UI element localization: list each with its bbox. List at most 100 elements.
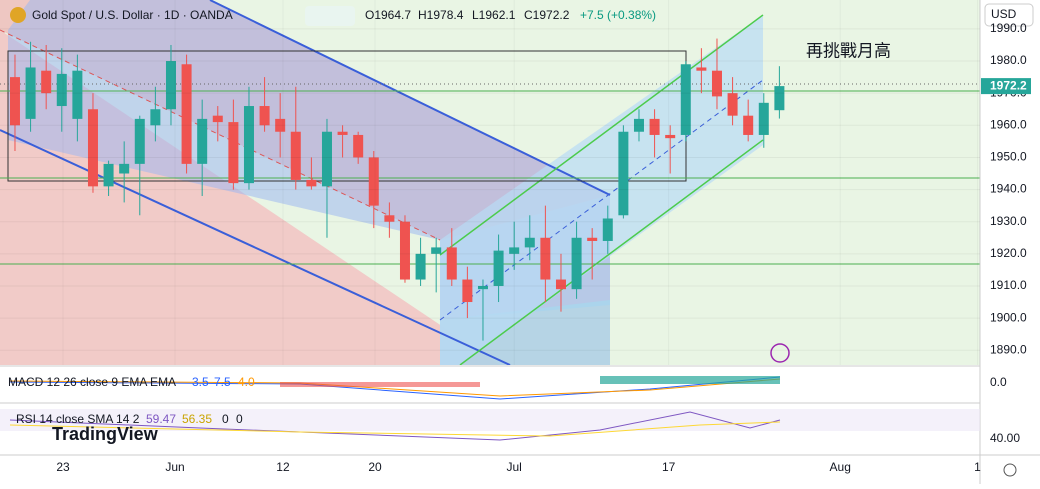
market-status[interactable] xyxy=(305,6,355,26)
macd-axis: 0.0 xyxy=(990,375,1007,389)
candle-body xyxy=(758,102,769,135)
y-tick-label: 1960.0 xyxy=(990,117,1027,131)
change: +7.5 (+0.38%) xyxy=(580,8,656,22)
candle-body xyxy=(555,279,566,290)
rsi-value: 59.47 xyxy=(146,412,176,426)
candle-body xyxy=(243,106,254,184)
candle-body xyxy=(275,118,286,132)
candle-body xyxy=(306,179,317,187)
alert-icon[interactable] xyxy=(770,343,790,363)
close: C1972.2 xyxy=(524,8,570,22)
rsi-value: 56.35 xyxy=(182,412,212,426)
macd-histogram xyxy=(280,382,480,387)
currency[interactable]: USD xyxy=(991,7,1017,21)
high: H1978.4 xyxy=(418,8,464,22)
macd-value: 7.5 xyxy=(214,375,231,389)
rsi-value: 0 xyxy=(222,412,229,426)
candle-body xyxy=(212,115,223,123)
candle-body xyxy=(602,218,613,241)
candle-body xyxy=(587,237,598,241)
candle-body xyxy=(774,86,785,111)
price-tag xyxy=(981,78,1031,95)
candle-body xyxy=(727,93,738,116)
candle-body xyxy=(41,70,52,94)
candle-body xyxy=(337,131,348,135)
symbol[interactable]: Gold Spot / U.S. Dollar · 1D · OANDA xyxy=(32,8,233,22)
x-tick-label: Jul xyxy=(507,460,522,474)
logo: TradingView xyxy=(52,424,159,444)
candle-body xyxy=(9,77,20,126)
x-tick-label: Jun xyxy=(165,460,184,474)
rsi-sma xyxy=(9,421,781,437)
rsi-line xyxy=(9,411,781,441)
y-tick-label: 1910.0 xyxy=(990,278,1027,292)
candle-body xyxy=(571,237,582,290)
candle-body xyxy=(72,70,83,119)
candle-body xyxy=(228,122,239,184)
candle-body xyxy=(368,157,379,206)
x-tick-label: 12 xyxy=(276,460,290,474)
candle-body xyxy=(197,118,208,164)
candle-body xyxy=(259,106,270,126)
candle-body xyxy=(134,118,145,164)
rsi-label: RSI 14 close SMA 14 2 xyxy=(16,412,140,426)
drawings xyxy=(0,0,980,365)
y-tick-label: 1940.0 xyxy=(990,182,1027,196)
candle-body xyxy=(25,67,36,119)
y-tick-label: 1900.0 xyxy=(990,310,1027,324)
candle-body xyxy=(680,64,691,135)
candle-body xyxy=(165,61,176,110)
y-tick-label: 1930.0 xyxy=(990,214,1027,228)
open: O1964.7 xyxy=(365,8,411,22)
candle-body xyxy=(56,73,67,107)
candle-body xyxy=(633,118,644,132)
candle-body xyxy=(711,70,722,97)
candle-body xyxy=(665,134,676,139)
macd-label: MACD 12 26 close 9 EMA EMA xyxy=(8,375,176,389)
candle-body xyxy=(649,118,660,135)
candle-body xyxy=(446,247,457,280)
signal-line xyxy=(9,378,781,397)
x-tick-label: Aug xyxy=(830,460,851,474)
candle-body xyxy=(477,285,488,290)
candle-body xyxy=(743,115,754,135)
y-tick-label: 1890.0 xyxy=(990,342,1027,356)
y-tick-label: 1980.0 xyxy=(990,53,1027,67)
channel-line xyxy=(439,14,764,256)
candle-body xyxy=(415,253,426,280)
annotation: 再挑戰月高 xyxy=(806,41,891,60)
candle-body xyxy=(103,163,114,187)
macd-value: 3.5 xyxy=(192,375,209,389)
channel xyxy=(8,0,610,240)
candle-body xyxy=(353,134,364,158)
candle-body xyxy=(150,109,161,126)
candle-body xyxy=(384,215,395,222)
candle-body xyxy=(399,221,410,280)
macd-histogram xyxy=(600,376,780,384)
y-tick-label: 1950.0 xyxy=(990,150,1027,164)
candle-body xyxy=(524,237,535,248)
candle-body xyxy=(618,131,629,216)
mid-line xyxy=(0,29,441,241)
rsi-band xyxy=(0,409,980,431)
candle-body xyxy=(321,131,332,187)
x-tick-label: 20 xyxy=(368,460,382,474)
x-tick-label: 23 xyxy=(56,460,70,474)
symbol-icon xyxy=(10,7,26,23)
macd-line xyxy=(9,376,781,400)
price-tag-label: 1972.2 xyxy=(990,78,1027,92)
x-tick-label: 17 xyxy=(662,460,676,474)
currency-button[interactable] xyxy=(984,3,1034,27)
candle-body xyxy=(509,247,520,254)
macd-value: 4.0 xyxy=(238,375,255,389)
rsi-value: 0 xyxy=(236,412,243,426)
x-tick-label: 1 xyxy=(974,460,981,474)
channel-line xyxy=(0,129,511,365)
settings-icon[interactable] xyxy=(1003,463,1017,477)
candle-body xyxy=(181,64,192,164)
candle-body xyxy=(119,163,130,174)
channel-line xyxy=(209,0,611,196)
y-tick-label: 1920.0 xyxy=(990,246,1027,260)
low: L1962.1 xyxy=(472,8,516,22)
